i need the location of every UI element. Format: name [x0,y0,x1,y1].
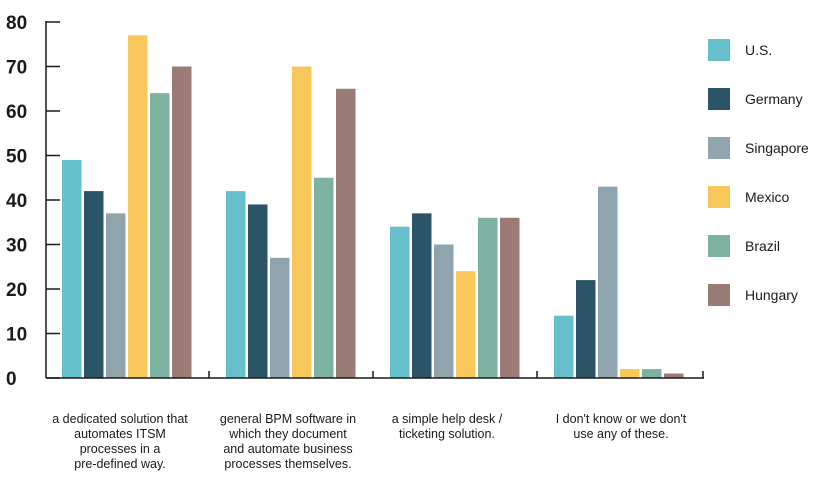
legend-item: Hungary [708,284,798,306]
bar [576,280,596,378]
bar-group [390,213,520,378]
legend-label: Hungary [745,287,798,303]
y-tick-label: 30 [6,236,27,257]
legend-swatch [708,284,730,306]
bar [84,191,104,378]
bars [62,35,684,378]
y-tick-label: 10 [6,325,27,346]
bar [434,244,454,378]
bar [456,271,476,378]
legend-item: Mexico [708,186,790,208]
legend-swatch [708,186,730,208]
bar [150,93,170,378]
y-tick-label: 0 [6,369,17,390]
legend-label: Germany [745,91,803,107]
bar [478,217,498,378]
bar [412,213,432,378]
legend-swatch [708,235,730,257]
bar [390,226,410,378]
category-label: I don't know or we don't use any of thes… [555,412,687,441]
bar [664,373,684,378]
legend-item: Brazil [708,235,780,257]
bar [248,204,268,378]
y-tick-label: 20 [6,280,27,301]
y-tick-label: 70 [6,58,27,79]
bar [314,177,334,378]
bar [642,369,662,378]
bar [62,159,82,378]
bar [598,186,618,378]
legend-item: U.S. [708,39,772,61]
bar [172,66,192,378]
bar-group [226,66,356,378]
bar [500,217,520,378]
legend-swatch [708,137,730,159]
y-tick-label: 80 [6,13,27,34]
bar [620,369,640,378]
bar-group [62,35,192,378]
legend-label: Brazil [745,238,780,254]
bar [336,88,356,378]
y-tick-label: 40 [6,191,27,212]
bar [128,35,148,378]
y-tick-label: 50 [6,147,27,168]
bar-group [554,186,684,378]
legend-swatch [708,39,730,61]
category-label: a simple help desk / ticketing solution. [391,412,503,441]
y-axis: 0 10 20 30 40 50 60 70 80 [6,13,60,390]
legend-label: Singapore [745,140,809,156]
legend-label: Mexico [745,189,790,205]
bar [106,213,126,378]
category-label: a dedicated solution that automates ITSM… [52,412,188,471]
legend-swatch [708,88,730,110]
legend-item: Singapore [708,137,809,159]
bar [554,315,574,378]
x-axis [46,371,704,379]
legend-item: Germany [708,88,803,110]
bar [270,257,290,378]
legend-label: U.S. [745,42,772,58]
legend: U.S. Germany Singapore Mexico Brazil Hungary [708,39,809,306]
y-tick-label: 60 [6,102,27,123]
bar [226,191,246,378]
category-label: general BPM software in which they docum… [219,412,357,471]
bar [292,66,312,378]
